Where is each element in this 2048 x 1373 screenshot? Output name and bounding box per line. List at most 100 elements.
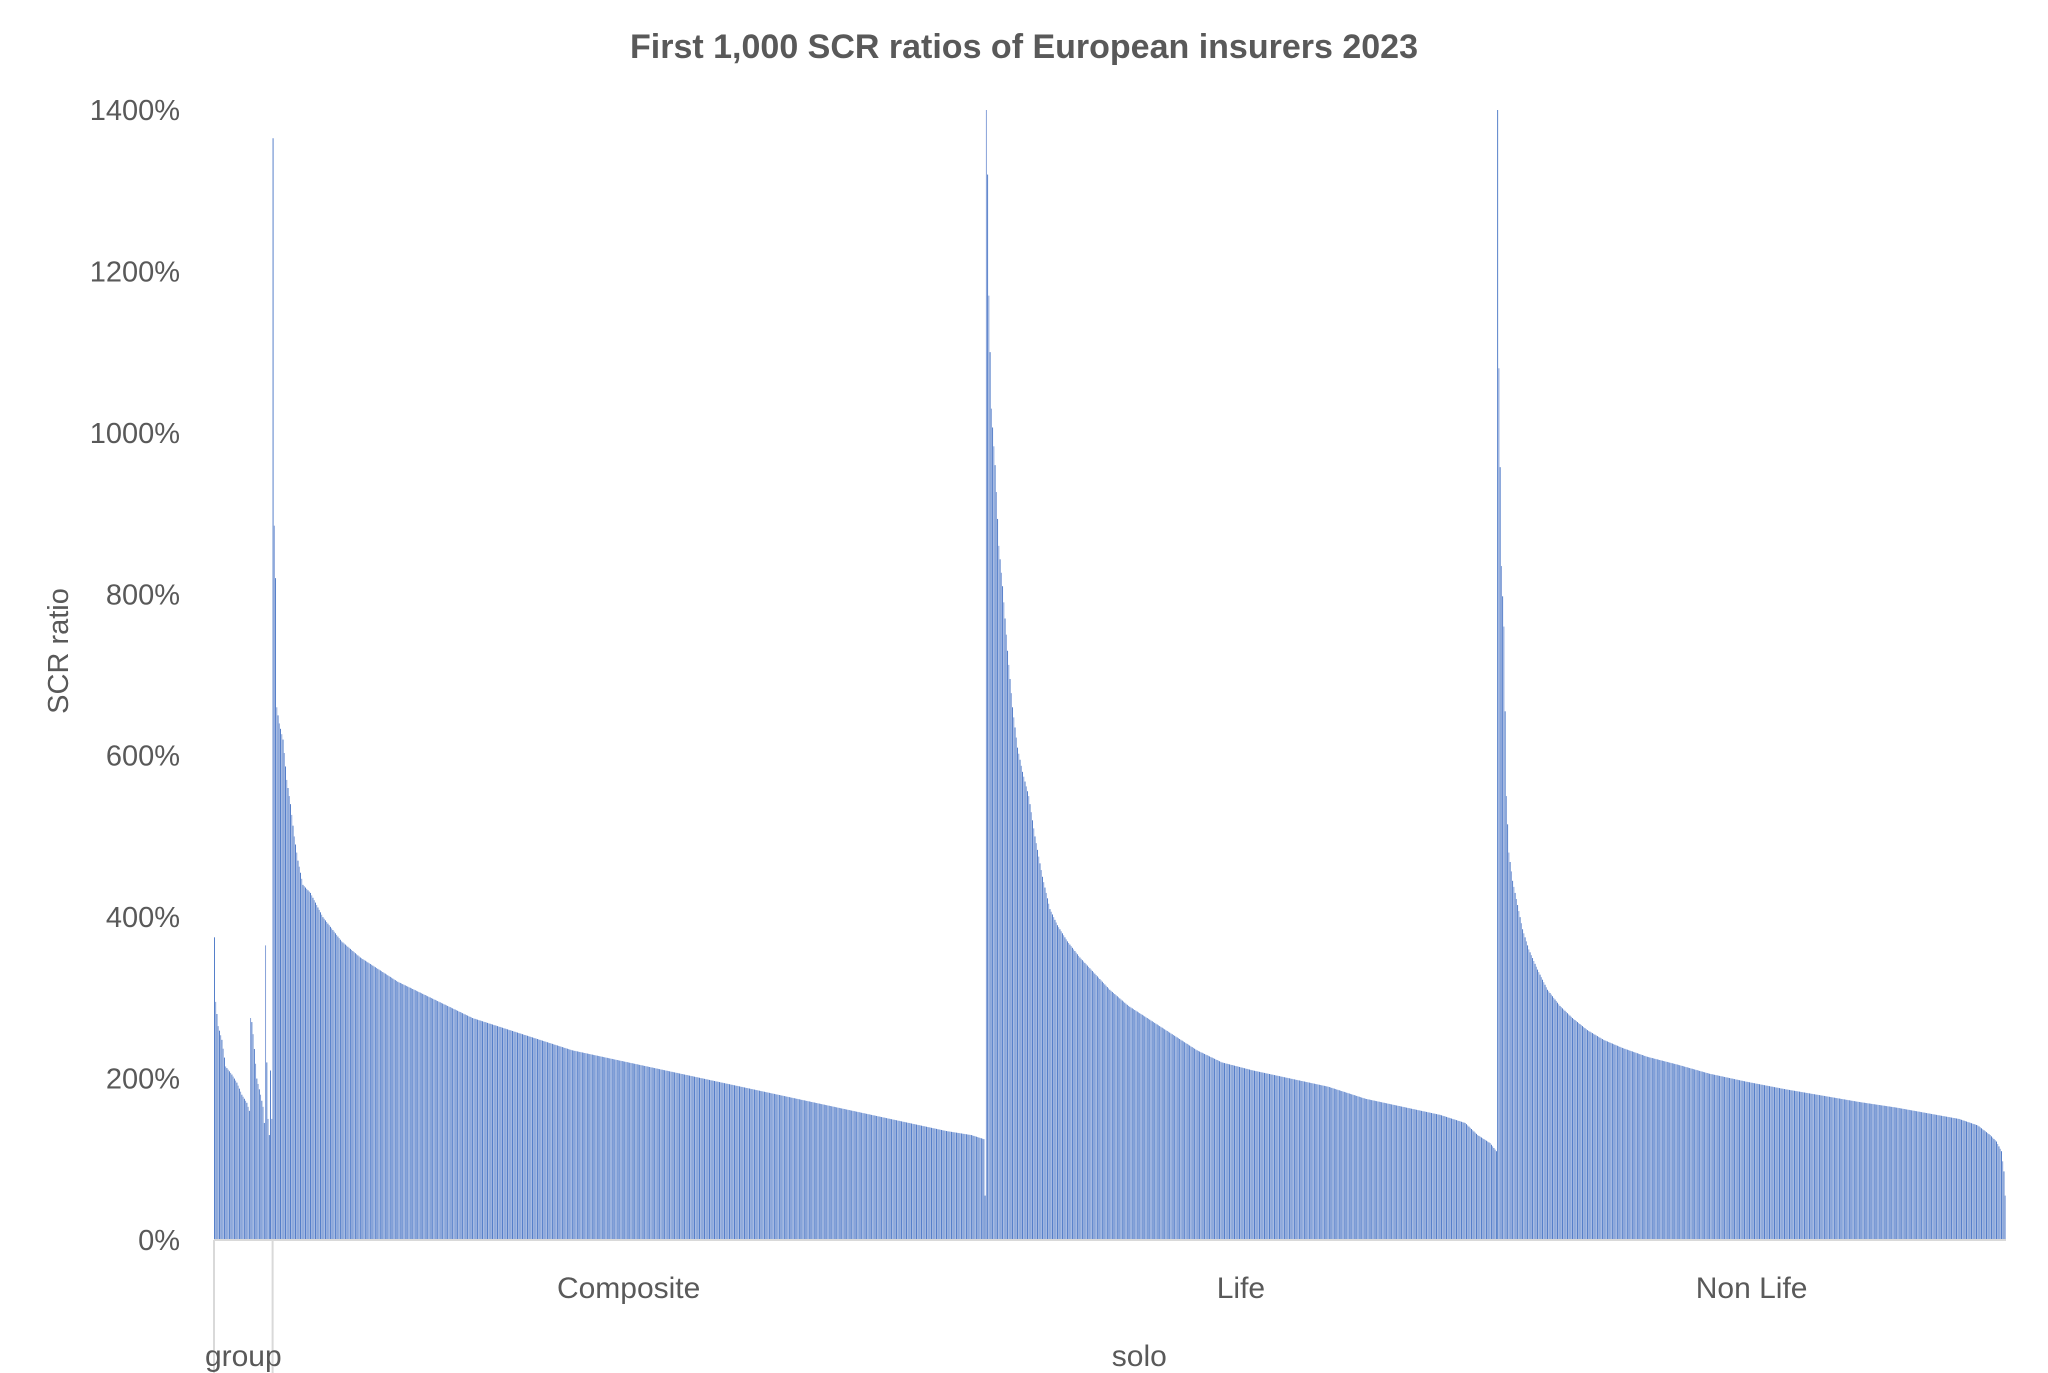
bar [430, 998, 432, 1240]
bar [1310, 1082, 1312, 1240]
bar [559, 1046, 561, 1240]
bar [1957, 1118, 1959, 1240]
bar [1008, 664, 1010, 1240]
bar [275, 578, 277, 1240]
bar [989, 352, 991, 1240]
bar [1256, 1071, 1258, 1240]
bar [333, 931, 335, 1240]
bar [1184, 1042, 1186, 1240]
bar [1350, 1093, 1351, 1240]
bar [1311, 1083, 1313, 1240]
bar [1177, 1038, 1179, 1240]
bar [433, 999, 435, 1240]
bar [1528, 949, 1530, 1240]
bar [873, 1115, 875, 1240]
bar [1665, 1061, 1667, 1240]
bar [1766, 1085, 1768, 1240]
bar [615, 1059, 617, 1240]
bar [1239, 1066, 1240, 1240]
bar [329, 926, 331, 1240]
bar [1933, 1114, 1935, 1240]
bar [1787, 1089, 1789, 1240]
bar [1981, 1128, 1982, 1240]
bar [1236, 1066, 1238, 1240]
bar [505, 1028, 507, 1240]
bar [1887, 1106, 1889, 1240]
bar [509, 1030, 511, 1240]
bar [1591, 1033, 1593, 1240]
bar [1855, 1101, 1857, 1240]
bar [962, 1133, 964, 1240]
bar [480, 1020, 482, 1240]
bar [1730, 1078, 1732, 1240]
bar [535, 1038, 537, 1240]
bar [827, 1105, 829, 1240]
bar [1929, 1113, 1931, 1240]
bar [1740, 1080, 1742, 1240]
bar [1192, 1047, 1194, 1240]
bar [336, 934, 338, 1240]
bar [1108, 988, 1110, 1240]
bar [1837, 1098, 1839, 1240]
bar [1754, 1083, 1755, 1240]
bar [1646, 1056, 1648, 1240]
bar [611, 1058, 613, 1240]
bar [637, 1064, 639, 1240]
bar [1690, 1068, 1692, 1240]
bar [1028, 796, 1030, 1240]
bar [1429, 1112, 1431, 1240]
bar [854, 1111, 856, 1240]
bar [1840, 1098, 1842, 1240]
bar [1406, 1107, 1408, 1240]
bar [1949, 1117, 1951, 1240]
bar [1071, 947, 1073, 1240]
bar [1573, 1019, 1575, 1240]
bar [1739, 1080, 1741, 1240]
bar [1944, 1116, 1946, 1240]
bar [1005, 634, 1007, 1240]
bar [1971, 1123, 1972, 1240]
bar [489, 1023, 491, 1240]
bar [485, 1022, 487, 1240]
bar [1229, 1064, 1230, 1240]
bar [765, 1092, 767, 1240]
bar [1779, 1088, 1780, 1240]
bar [1402, 1106, 1404, 1240]
bar [1777, 1087, 1779, 1240]
bar [669, 1071, 671, 1240]
bar [1822, 1095, 1824, 1240]
bar [1862, 1102, 1864, 1240]
bar [1710, 1074, 1712, 1240]
bar [265, 945, 267, 1240]
bar [243, 1098, 245, 1240]
bar [699, 1077, 700, 1240]
bar [1502, 596, 1504, 1240]
bar [863, 1113, 865, 1240]
bar [1351, 1094, 1353, 1240]
y-tick-label: 1400% [90, 95, 180, 127]
bar [1976, 1124, 1977, 1240]
bar [813, 1102, 815, 1240]
bar [800, 1099, 802, 1240]
bar [625, 1061, 627, 1240]
bar [1666, 1061, 1668, 1240]
bar [1110, 990, 1112, 1240]
bar [1932, 1114, 1934, 1240]
bar [1407, 1107, 1409, 1240]
bar [517, 1032, 518, 1240]
bar [959, 1133, 961, 1240]
bar [1433, 1113, 1435, 1240]
bar [943, 1130, 945, 1240]
bar [958, 1133, 960, 1240]
bar [1377, 1101, 1379, 1240]
bar [1767, 1085, 1769, 1240]
bar [1961, 1119, 1963, 1240]
bar [1706, 1073, 1708, 1240]
bar [1621, 1047, 1623, 1240]
bar [1357, 1096, 1359, 1240]
bar [251, 1022, 253, 1240]
bar [936, 1128, 937, 1240]
bar [960, 1133, 962, 1240]
bar [1457, 1120, 1459, 1240]
bar [359, 957, 361, 1240]
